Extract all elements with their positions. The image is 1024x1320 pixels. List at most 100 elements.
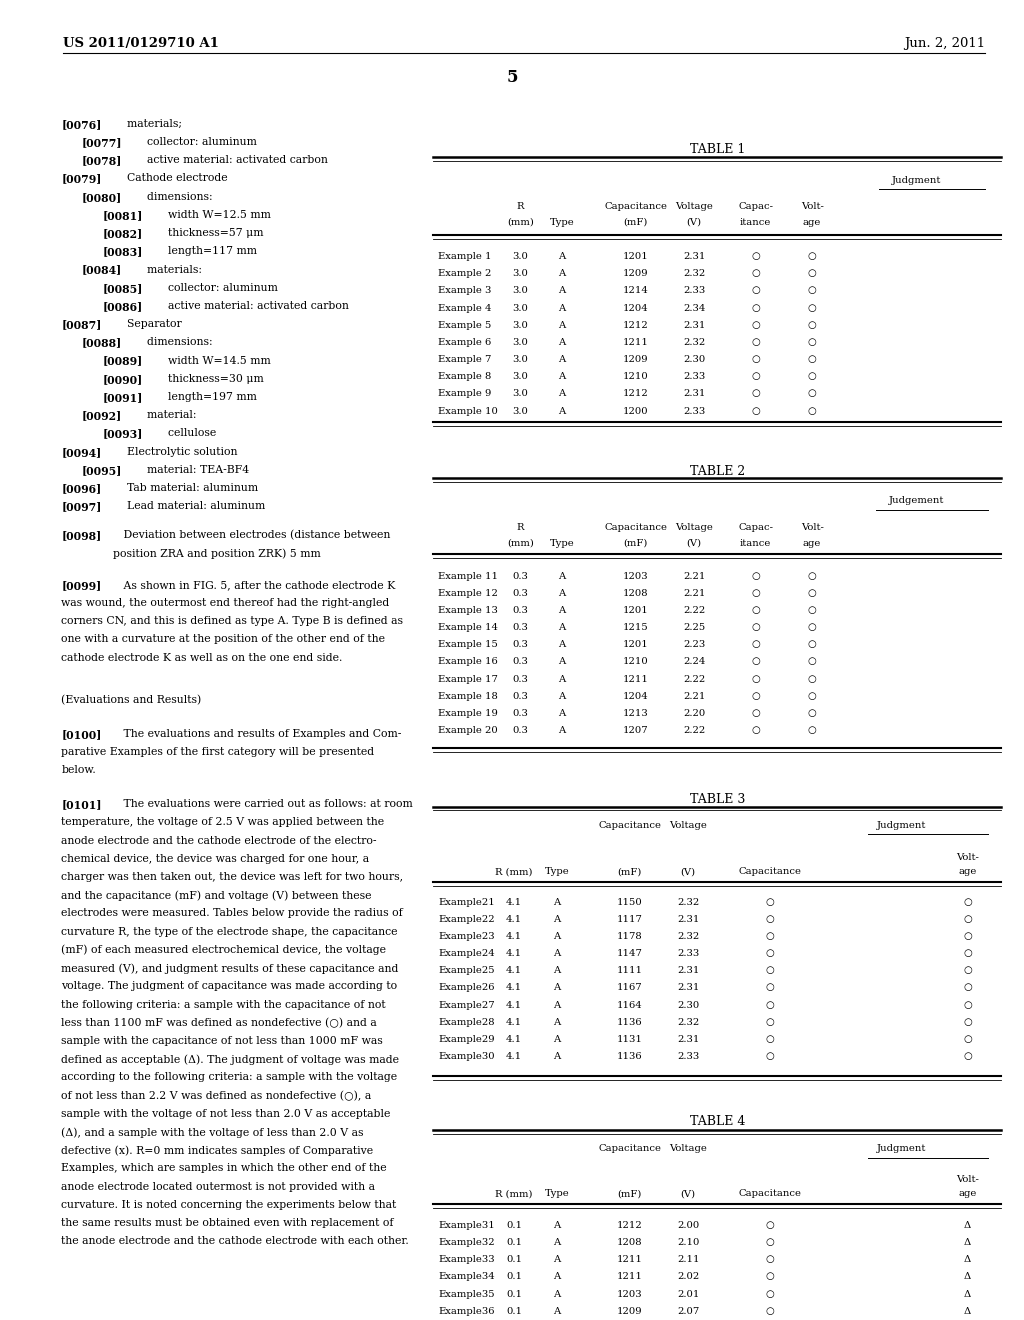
Text: 1147: 1147 [616, 949, 643, 958]
Text: ○: ○ [752, 407, 760, 416]
Text: Example 6: Example 6 [438, 338, 492, 347]
Text: Example36: Example36 [438, 1307, 495, 1316]
Text: Example 9: Example 9 [438, 389, 492, 399]
Text: cellulose: cellulose [154, 429, 216, 438]
Text: [0090]: [0090] [102, 374, 142, 385]
Text: 2.21: 2.21 [683, 572, 706, 581]
Text: 0.3: 0.3 [512, 726, 528, 735]
Text: 4.1: 4.1 [506, 1052, 522, 1061]
Text: 4.1: 4.1 [506, 1035, 522, 1044]
Text: electrodes were measured. Tables below provide the radius of: electrodes were measured. Tables below p… [61, 908, 403, 919]
Text: [0089]: [0089] [102, 355, 142, 367]
Text: [0099]: [0099] [61, 579, 101, 591]
Text: [0085]: [0085] [102, 282, 142, 294]
Text: 1211: 1211 [623, 675, 649, 684]
Text: 1201: 1201 [623, 252, 649, 261]
Text: width W=14.5 mm: width W=14.5 mm [154, 355, 270, 366]
Text: Example 11: Example 11 [438, 572, 499, 581]
Text: ○: ○ [766, 915, 774, 924]
Text: Electrolytic solution: Electrolytic solution [113, 446, 238, 457]
Text: 2.02: 2.02 [677, 1272, 699, 1282]
Text: defined as acceptable (Δ). The judgment of voltage was made: defined as acceptable (Δ). The judgment … [61, 1055, 399, 1065]
Text: [0100]: [0100] [61, 729, 101, 739]
Text: ○: ○ [766, 966, 774, 975]
Text: ○: ○ [766, 1290, 774, 1299]
Text: A: A [553, 1035, 561, 1044]
Text: 1211: 1211 [616, 1272, 643, 1282]
Text: 4.1: 4.1 [506, 1001, 522, 1010]
Text: ○: ○ [752, 252, 760, 261]
Text: ○: ○ [752, 372, 760, 381]
Text: Example31: Example31 [438, 1221, 495, 1230]
Text: ○: ○ [752, 321, 760, 330]
Text: ○: ○ [752, 692, 760, 701]
Text: 2.22: 2.22 [683, 606, 706, 615]
Text: (V): (V) [687, 218, 701, 227]
Text: 3.0: 3.0 [512, 407, 528, 416]
Text: less than 1100 mF was defined as nondefective (○) and a: less than 1100 mF was defined as nondefe… [61, 1018, 377, 1028]
Text: active material: activated carbon: active material: activated carbon [154, 301, 348, 312]
Text: A: A [558, 338, 566, 347]
Text: 2.07: 2.07 [677, 1307, 699, 1316]
Text: Example 20: Example 20 [438, 726, 498, 735]
Text: A: A [558, 286, 566, 296]
Text: 0.3: 0.3 [512, 675, 528, 684]
Text: 2.32: 2.32 [677, 898, 699, 907]
Text: according to the following criteria: a sample with the voltage: according to the following criteria: a s… [61, 1072, 397, 1082]
Text: Example35: Example35 [438, 1290, 495, 1299]
Text: ○: ○ [766, 1238, 774, 1247]
Text: 2.32: 2.32 [683, 338, 706, 347]
Text: 1208: 1208 [616, 1238, 643, 1247]
Text: [0094]: [0094] [61, 446, 101, 458]
Text: ○: ○ [808, 640, 816, 649]
Text: thickness=57 μm: thickness=57 μm [154, 228, 263, 238]
Text: [0076]: [0076] [61, 119, 101, 129]
Text: Type: Type [545, 867, 569, 876]
Text: A: A [553, 1272, 561, 1282]
Text: 1203: 1203 [616, 1290, 643, 1299]
Text: Δ: Δ [964, 1272, 972, 1282]
Text: A: A [558, 355, 566, 364]
Text: ○: ○ [766, 932, 774, 941]
Text: 2.31: 2.31 [677, 983, 699, 993]
Text: ○: ○ [808, 657, 816, 667]
Text: 1178: 1178 [616, 932, 643, 941]
Text: 2.31: 2.31 [683, 389, 706, 399]
Text: 0.1: 0.1 [506, 1272, 522, 1282]
Text: A: A [553, 915, 561, 924]
Text: position ZRA and position ZRK) 5 mm: position ZRA and position ZRK) 5 mm [113, 548, 321, 558]
Text: temperature, the voltage of 2.5 V was applied between the: temperature, the voltage of 2.5 V was ap… [61, 817, 385, 828]
Text: Example 7: Example 7 [438, 355, 492, 364]
Text: Δ: Δ [964, 1255, 972, 1265]
Text: 3.0: 3.0 [512, 338, 528, 347]
Text: ○: ○ [766, 1001, 774, 1010]
Text: Judgment: Judgment [877, 821, 926, 830]
Text: Voltage: Voltage [676, 523, 713, 532]
Text: A: A [558, 389, 566, 399]
Text: Capacitance: Capacitance [738, 867, 802, 876]
Text: 0.3: 0.3 [512, 589, 528, 598]
Text: Example 3: Example 3 [438, 286, 492, 296]
Text: ○: ○ [808, 572, 816, 581]
Text: Example25: Example25 [438, 966, 495, 975]
Text: Example23: Example23 [438, 932, 495, 941]
Text: TABLE 1: TABLE 1 [689, 143, 745, 156]
Text: ○: ○ [752, 338, 760, 347]
Text: chemical device, the device was charged for one hour, a: chemical device, the device was charged … [61, 854, 370, 863]
Text: [0087]: [0087] [61, 319, 101, 330]
Text: material:: material: [133, 411, 197, 420]
Text: 2.34: 2.34 [683, 304, 706, 313]
Text: [0080]: [0080] [82, 191, 122, 203]
Text: 2.33: 2.33 [683, 372, 706, 381]
Text: ○: ○ [808, 407, 816, 416]
Text: measured (V), and judgment results of these capacitance and: measured (V), and judgment results of th… [61, 964, 398, 974]
Text: Examples, which are samples in which the other end of the: Examples, which are samples in which the… [61, 1163, 387, 1173]
Text: 0.1: 0.1 [506, 1238, 522, 1247]
Text: parative Examples of the first category will be presented: parative Examples of the first category … [61, 747, 375, 756]
Text: 2.33: 2.33 [677, 1052, 699, 1061]
Text: 4.1: 4.1 [506, 932, 522, 941]
Text: 4.1: 4.1 [506, 915, 522, 924]
Text: [0098]: [0098] [61, 531, 101, 541]
Text: 1208: 1208 [623, 589, 649, 598]
Text: Example 8: Example 8 [438, 372, 492, 381]
